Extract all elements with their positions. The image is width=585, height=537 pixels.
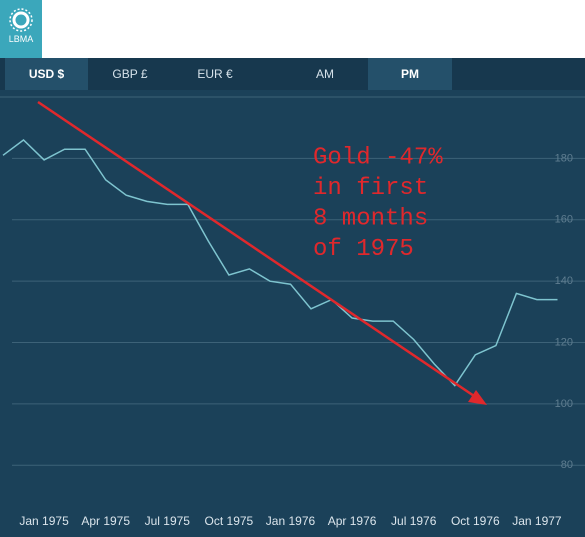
logo-text: LBMA [8, 34, 34, 44]
y-tick-label: 180 [555, 152, 573, 164]
x-tick-label: Jul 1976 [391, 514, 437, 528]
y-tick-label: 80 [561, 459, 573, 471]
x-tick-label: Oct 1975 [205, 514, 254, 528]
annotation-arrow [37, 100, 481, 402]
price-line [2, 139, 558, 387]
x-tick-label: Oct 1976 [451, 514, 500, 528]
x-tick-label: Jan 1975 [19, 514, 69, 528]
header: LBMA [0, 0, 585, 58]
y-tick-label: 160 [555, 214, 573, 226]
y-tick-label: 140 [555, 275, 573, 287]
tab[interactable]: AM [316, 67, 334, 81]
tab[interactable]: EUR € [197, 67, 233, 81]
tab[interactable]: PM [368, 58, 452, 90]
annotation-text: 8 months [313, 205, 428, 232]
x-tick-label: Apr 1976 [328, 514, 377, 528]
annotation-text: of 1975 [313, 236, 414, 263]
x-tick-label: Jan 1976 [266, 514, 316, 528]
tab-bar: USD $ GBP £ EUR € AM PM [0, 58, 585, 90]
y-tick-label: 120 [555, 336, 573, 348]
x-tick-label: Jan 1977 [512, 514, 562, 528]
x-tick-label: Jul 1975 [145, 514, 191, 528]
x-tick-label: Apr 1975 [81, 514, 130, 528]
tab[interactable]: USD $ [5, 58, 88, 90]
logo-icon [9, 8, 33, 32]
annotation-text: Gold -47% [313, 144, 443, 171]
annotation-arrowhead [468, 390, 487, 405]
y-tick-label: 100 [555, 398, 573, 410]
annotation-text: in first [313, 175, 428, 202]
logo[interactable]: LBMA [0, 0, 42, 58]
tab[interactable]: GBP £ [112, 67, 148, 81]
